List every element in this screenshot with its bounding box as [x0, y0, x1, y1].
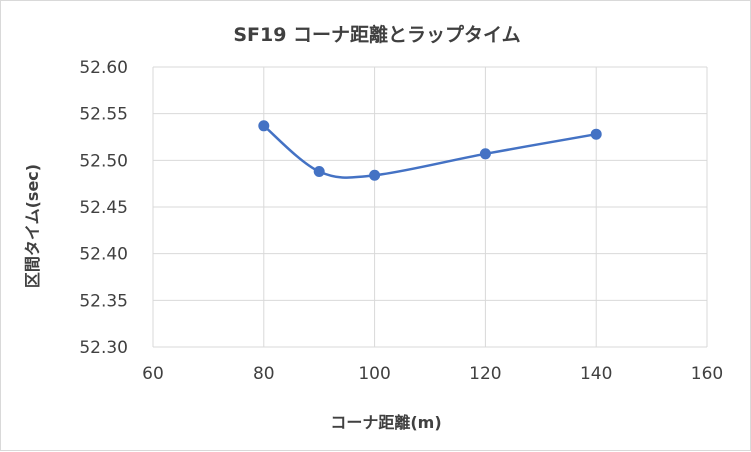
chart-title: SF19 コーナ距離とラップタイム — [233, 23, 520, 46]
y-tick-label: 52.35 — [79, 291, 128, 311]
x-tick-label: 60 — [142, 364, 164, 384]
tick-layer: 52.30 52.35 52.40 52.45 52.50 52.55 52.60 60 80 1… — [79, 58, 723, 384]
x-axis-title: コーナ距離(m) — [330, 413, 441, 432]
data-point — [590, 128, 602, 140]
y-tick-label: 52.50 — [79, 151, 128, 171]
y-tick-label: 52.30 — [79, 338, 128, 358]
y-tick-label: 52.55 — [79, 105, 128, 125]
grid-layer — [152, 66, 708, 348]
data-point — [313, 166, 325, 178]
x-tick-label: 80 — [253, 364, 275, 384]
x-tick-label: 160 — [691, 364, 723, 384]
x-tick-label: 120 — [469, 364, 501, 384]
y-axis-title: 区間タイム(sec) — [23, 164, 42, 288]
y-tick-label: 52.40 — [79, 245, 128, 265]
data-point — [258, 120, 270, 132]
y-tick-label: 52.60 — [79, 58, 128, 78]
data-point — [479, 148, 491, 160]
y-tick-label: 52.45 — [79, 198, 128, 218]
data-point — [369, 169, 381, 181]
x-tick-label: 140 — [580, 364, 612, 384]
series-line — [262, 124, 597, 179]
series-layer — [258, 120, 602, 181]
x-tick-label: 100 — [358, 364, 390, 384]
